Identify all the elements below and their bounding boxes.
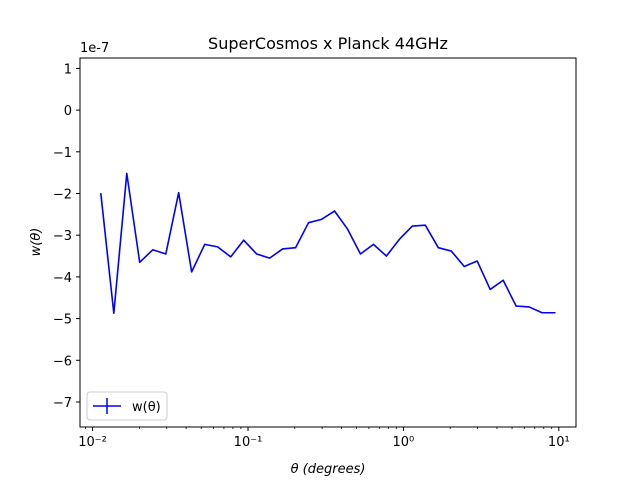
data-point <box>243 239 245 241</box>
data-point <box>204 243 206 245</box>
x-tick-label: 10⁰ <box>393 435 415 450</box>
data-point <box>424 224 426 226</box>
data-point <box>411 225 413 227</box>
series-line <box>100 172 556 314</box>
data-point <box>515 305 517 307</box>
plot-content <box>100 172 556 314</box>
y-tick-label: −1 <box>53 146 72 161</box>
data-point <box>372 243 375 245</box>
y-tick-label: 1 <box>64 62 72 77</box>
data-point <box>152 249 154 251</box>
data-point <box>476 260 478 262</box>
y-tick-label: −2 <box>53 188 72 203</box>
y-tick-label: 0 <box>64 104 72 119</box>
legend-label: w(θ) <box>132 400 161 415</box>
data-point <box>463 265 465 268</box>
y-tick-label: −7 <box>53 396 72 411</box>
data-point <box>502 279 504 281</box>
axis-ticks: 10⁻² 10⁻¹ 10⁰ 10¹ 1 0 −1 −2 −3 −4 −5 −6 −7 <box>53 62 570 450</box>
data-point <box>320 218 323 220</box>
y-offset-text: 1e-7 <box>80 41 109 56</box>
data-point <box>450 250 452 252</box>
data-point <box>269 257 271 259</box>
data-point <box>333 210 336 212</box>
data-point <box>554 312 556 314</box>
data-point <box>230 256 232 258</box>
data-point <box>178 192 180 194</box>
data-point <box>398 238 400 240</box>
y-tick-label: −4 <box>53 271 72 286</box>
data-point <box>385 255 388 257</box>
y-tick-label: −3 <box>53 229 72 244</box>
y-tick-label: −6 <box>53 354 72 369</box>
data-point <box>139 261 141 263</box>
x-axis-label: θ (degrees) <box>291 462 366 477</box>
y-axis-label: w(θ) <box>29 228 44 257</box>
data-point <box>541 312 543 314</box>
data-point <box>346 228 349 230</box>
data-point <box>100 192 102 195</box>
legend: w(θ) <box>86 391 168 421</box>
data-point <box>282 248 284 250</box>
data-point <box>113 312 115 314</box>
x-tick-label: 10¹ <box>548 435 570 450</box>
plot-frame <box>79 57 577 428</box>
data-point <box>126 172 128 175</box>
data-point <box>528 306 530 308</box>
data-point <box>359 253 362 255</box>
x-tick-label: 10⁻¹ <box>234 435 263 450</box>
x-tick-label: 10⁻² <box>78 435 107 450</box>
data-point <box>256 253 258 255</box>
y-tick-label: −5 <box>53 313 72 328</box>
data-point <box>217 246 219 248</box>
chart-title: SuperCosmos x Planck 44GHz <box>208 34 448 53</box>
data-point <box>307 222 310 224</box>
data-point <box>294 247 297 249</box>
data-point <box>165 253 167 255</box>
data-point <box>191 271 193 273</box>
data-point <box>437 247 439 249</box>
data-point <box>489 288 491 291</box>
